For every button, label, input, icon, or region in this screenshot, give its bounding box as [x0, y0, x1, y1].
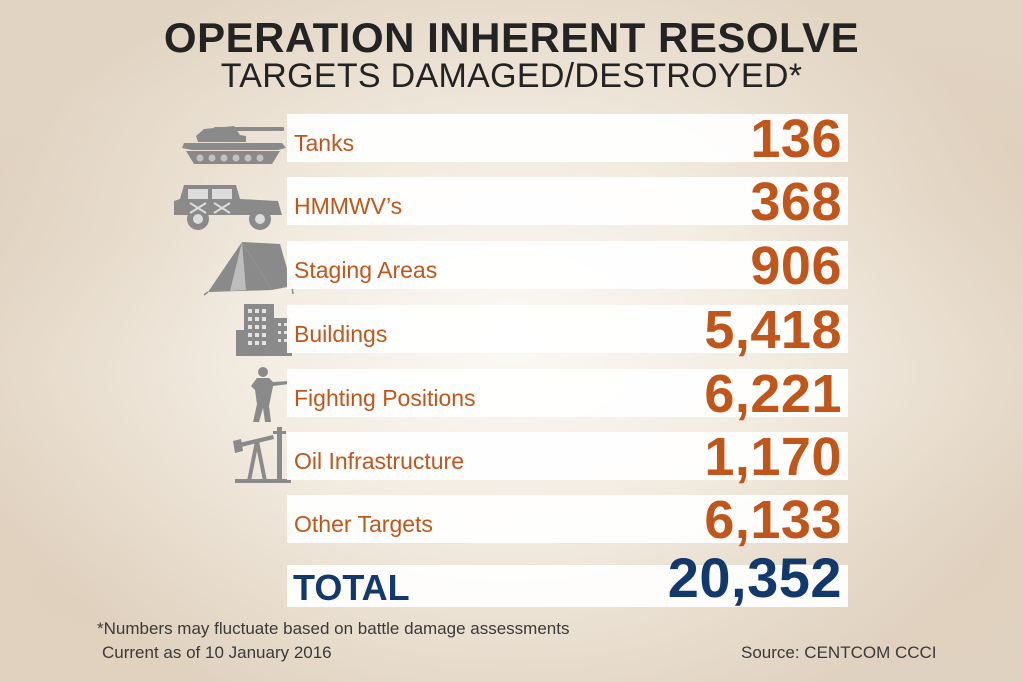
- tent-icon: [202, 240, 294, 296]
- row-value-buildings: 5,418: [704, 300, 842, 360]
- source-credit: Source: CENTCOM CCCI: [741, 643, 937, 662]
- row-value-other-targets: 6,133: [704, 490, 842, 550]
- table-row: Buildings 5,418: [287, 300, 848, 360]
- table-row: HMMWV’s 368: [287, 172, 848, 232]
- row-label-tanks: Tanks: [294, 130, 355, 156]
- as-of-date: Current as of 10 January 2016: [102, 643, 332, 662]
- row-value-fighting-positions: 6,221: [704, 364, 842, 424]
- page-title: OPERATION INHERENT RESOLVE: [163, 14, 860, 61]
- total-label: TOTAL: [293, 567, 410, 608]
- row-label-staging-areas: Staging Areas: [294, 257, 438, 283]
- row-value-oil-infrastructure: 1,170: [704, 427, 842, 487]
- row-label-other-targets: Other Targets: [294, 511, 433, 537]
- total-value: 20,352: [667, 546, 842, 609]
- soldier-icon: [245, 366, 291, 424]
- row-label-fighting-positions: Fighting Positions: [294, 385, 476, 411]
- table-row: Other Targets 6,133: [287, 490, 848, 550]
- oil-pump-icon: [233, 425, 293, 485]
- table-row: Staging Areas 906: [287, 236, 848, 296]
- tank-icon: [176, 123, 292, 167]
- humvee-icon: [170, 181, 286, 231]
- row-value-tanks: 136: [750, 109, 842, 169]
- row-value-hmmwvs: 368: [750, 172, 842, 232]
- row-label-hmmwvs: HMMWV’s: [294, 193, 403, 219]
- total-row: TOTAL 20,352: [287, 546, 848, 609]
- page-subtitle: TARGETS DAMAGED/DESTROYED*: [220, 57, 803, 95]
- table-row: Tanks 136: [287, 109, 848, 169]
- row-value-staging-areas: 906: [750, 236, 842, 296]
- table-row: Oil Infrastructure 1,170: [287, 427, 848, 487]
- footnote: *Numbers may fluctuate based on battle d…: [97, 619, 570, 638]
- table-row: Fighting Positions 6,221: [287, 364, 848, 424]
- building-icon: [236, 300, 292, 356]
- row-label-oil-infrastructure: Oil Infrastructure: [294, 448, 464, 474]
- row-label-buildings: Buildings: [294, 321, 388, 347]
